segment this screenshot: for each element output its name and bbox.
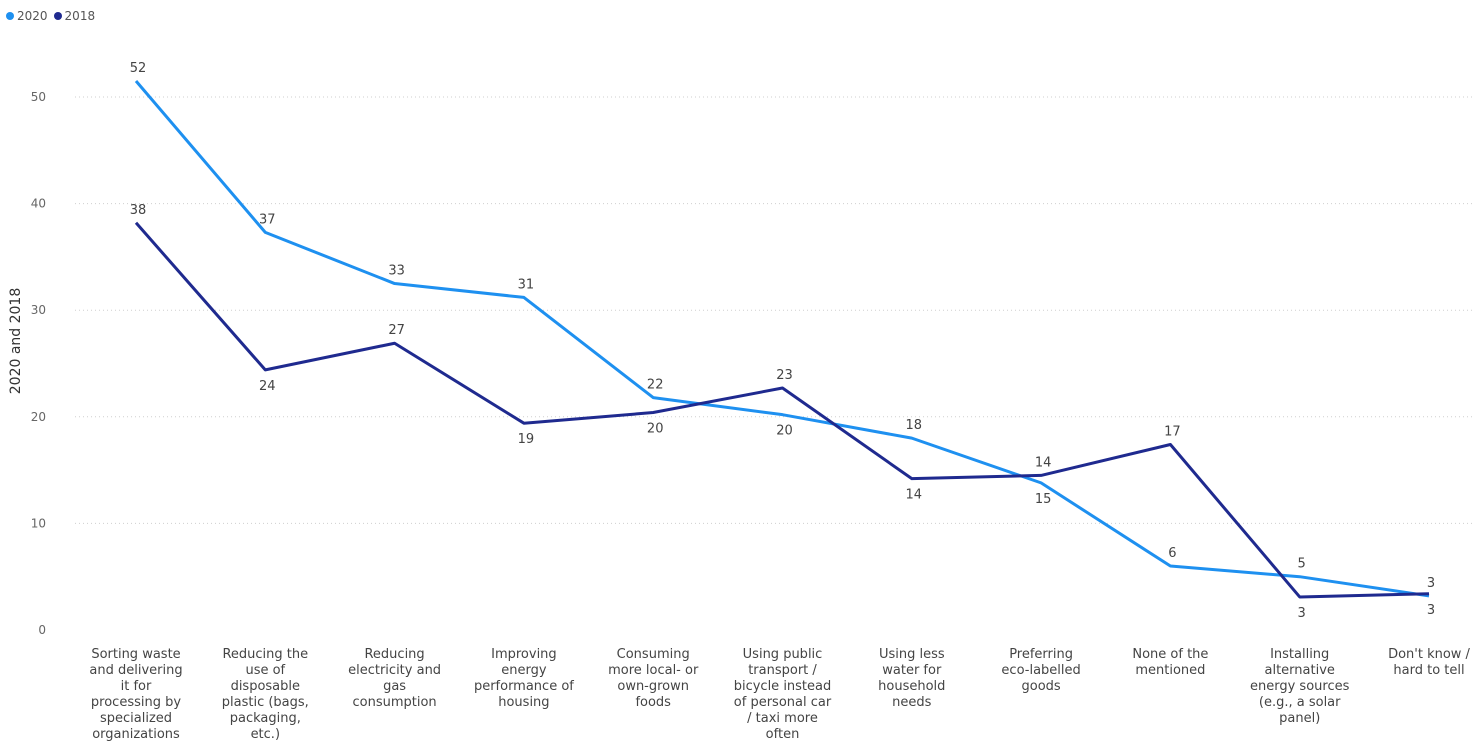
data-label-2018-2: 27 — [388, 323, 405, 338]
y-tick-30: 30 — [31, 303, 46, 317]
series-line-2018 — [134, 221, 1430, 599]
data-label-2018-6: 14 — [906, 488, 923, 503]
data-label-2020-3: 31 — [518, 277, 535, 292]
x-category-label-0: Sorting waste and delivering it for process… — [89, 647, 182, 742]
x-category-label-2: Reducing electricity and gas consumption — [348, 647, 441, 710]
data-label-2018-9: 3 — [1298, 606, 1306, 621]
data-label-2018-7: 14 — [1035, 455, 1052, 470]
data-label-2018-8: 17 — [1164, 425, 1181, 440]
data-label-2018-1: 24 — [259, 379, 276, 394]
x-category-label-4: Consuming more local- or own-grown foods — [608, 647, 699, 710]
data-label-2020-10: 3 — [1427, 576, 1435, 591]
x-category-label-10: Don't know / hard to tell — [1388, 647, 1470, 678]
x-category-label-1: Reducing the use of disposable plastic (bag… — [222, 647, 309, 742]
data-label-2018-5: 23 — [776, 368, 793, 383]
series-line-2020 — [134, 80, 1430, 598]
data-label-2018-10: 3 — [1427, 603, 1435, 618]
legend-swatch-2018 — [53, 12, 62, 20]
y-axis-ticks: 0 10 20 30 40 50 — [31, 90, 46, 637]
y-axis-label: 2020 and 2018 — [8, 288, 24, 395]
data-label-2018-3: 19 — [518, 432, 535, 447]
data-label-2020-7: 15 — [1035, 492, 1052, 507]
x-category-label-3: Improving energy performance of housing — [474, 647, 574, 710]
data-label-2020-2: 33 — [388, 264, 405, 279]
data-label-2020-5: 20 — [776, 424, 793, 439]
legend-label-2020: 2020 — [17, 9, 48, 23]
gridlines — [75, 96, 1475, 524]
data-label-2018-0: 38 — [130, 203, 147, 218]
legend-label-2018: 2018 — [64, 9, 96, 23]
legend-item-2020[interactable]: 2020 — [6, 9, 48, 23]
x-category-label-5: Using public transport / bicycle instead of… — [734, 647, 832, 742]
legend-item-2018[interactable]: 2018 — [53, 9, 96, 23]
y-tick-40: 40 — [31, 197, 46, 211]
x-category-label-8: None of the mentioned — [1132, 647, 1208, 678]
data-label-2020-9: 5 — [1298, 557, 1306, 572]
data-label-2020-6: 18 — [906, 418, 923, 433]
data-label-2020-1: 37 — [259, 212, 276, 227]
series-lines — [134, 80, 1430, 599]
y-tick-20: 20 — [31, 410, 46, 424]
data-label-2018-4: 20 — [647, 422, 664, 437]
x-axis-categories: Sorting waste and delivering it for process… — [89, 647, 1470, 742]
legend-swatch-2020 — [6, 12, 14, 20]
y-tick-50: 50 — [31, 90, 46, 104]
data-label-2020-8: 6 — [1168, 546, 1176, 561]
y-tick-10: 10 — [31, 516, 46, 530]
data-label-2020-4: 22 — [647, 378, 664, 393]
x-category-label-7: Preferring eco-labelled goods — [1001, 647, 1080, 694]
legend: 2020 2018 — [6, 9, 95, 23]
x-category-label-9: Installing alternative energy sources (e.g.… — [1250, 647, 1350, 726]
x-category-label-6: Using less water for household needs — [878, 647, 945, 710]
data-label-2020-0: 52 — [130, 61, 147, 76]
y-tick-0: 0 — [38, 623, 46, 637]
